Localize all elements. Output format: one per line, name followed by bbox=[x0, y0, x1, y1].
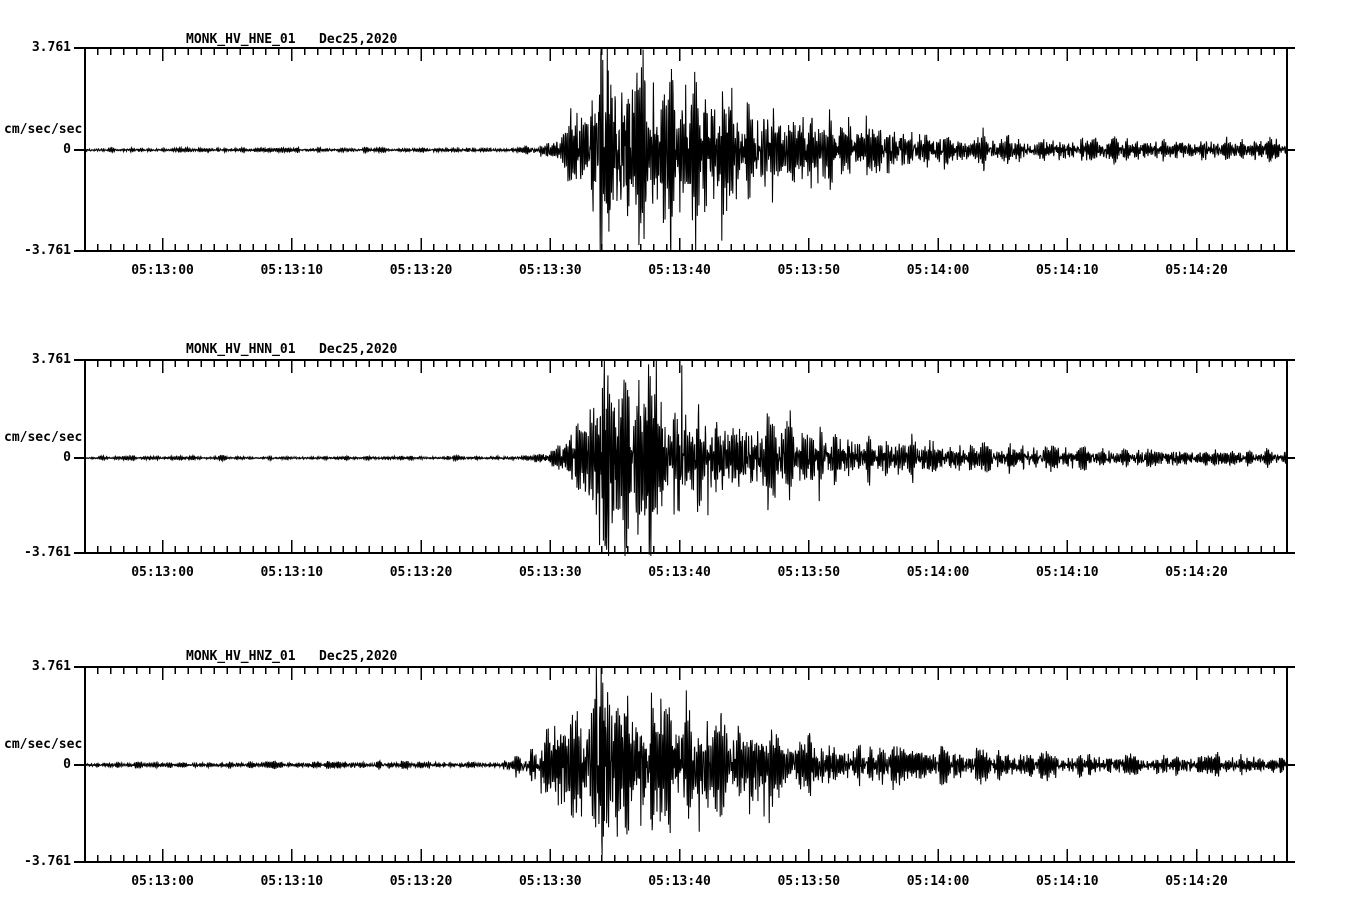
x-tick-label-hne-2: 05:13:20 bbox=[389, 263, 453, 278]
y-max-label-hnn: 3.761 bbox=[31, 352, 71, 367]
y-units-label-hnz: cm/sec/sec bbox=[4, 737, 83, 752]
x-tick-label-hnn-5: 05:13:50 bbox=[777, 565, 841, 580]
x-tick-label-hnz-1: 05:13:10 bbox=[260, 874, 324, 889]
waveform-trace-hnn bbox=[84, 359, 1288, 557]
x-tick-label-hnz-8: 05:14:20 bbox=[1165, 874, 1228, 889]
x-tick-label-hnn-2: 05:13:20 bbox=[389, 565, 453, 580]
panel-title-hnn: MONK_HV_HNN_01 Dec25,2020 bbox=[186, 343, 397, 356]
y-units-label-hnn: cm/sec/sec bbox=[4, 430, 83, 445]
x-tick-label-hnz-2: 05:13:20 bbox=[389, 874, 453, 889]
x-tick-label-hne-3: 05:13:30 bbox=[518, 263, 582, 278]
panel-date-label-hnz: Dec25,2020 bbox=[295, 649, 398, 664]
panel-date-label-hne: Dec25,2020 bbox=[295, 32, 398, 47]
x-tick-label-hne-1: 05:13:10 bbox=[260, 263, 324, 278]
panel-title-hne: MONK_HV_HNE_01 Dec25,2020 bbox=[186, 33, 397, 46]
x-tick-label-hnn-1: 05:13:10 bbox=[260, 565, 324, 580]
y-max-label-hnz: 3.761 bbox=[31, 659, 71, 674]
y-zero-label-hnz: 0 bbox=[63, 757, 71, 772]
x-tick-label-hnz-0: 05:13:00 bbox=[131, 874, 194, 889]
panel-date-label-hnn: Dec25,2020 bbox=[295, 342, 398, 357]
y-zero-label-hne: 0 bbox=[63, 142, 71, 157]
x-tick-label-hnn-8: 05:14:20 bbox=[1165, 565, 1228, 580]
x-tick-label-hne-0: 05:13:00 bbox=[131, 263, 194, 278]
y-min-label-hnz: -3.761 bbox=[24, 854, 71, 869]
x-tick-label-hne-4: 05:13:40 bbox=[648, 263, 711, 278]
x-tick-label-hnn-7: 05:14:10 bbox=[1035, 565, 1099, 580]
waveform-trace-hnz bbox=[84, 666, 1288, 856]
y-max-label-hne: 3.761 bbox=[31, 40, 71, 55]
x-tick-label-hnz-5: 05:13:50 bbox=[777, 874, 841, 889]
y-min-label-hne: -3.761 bbox=[24, 243, 71, 258]
y-min-label-hnn: -3.761 bbox=[24, 545, 71, 560]
x-tick-label-hne-7: 05:14:10 bbox=[1035, 263, 1099, 278]
x-tick-label-hnn-3: 05:13:30 bbox=[518, 565, 582, 580]
panel-title-hnz: MONK_HV_HNZ_01 Dec25,2020 bbox=[186, 650, 397, 663]
x-tick-label-hne-8: 05:14:20 bbox=[1165, 263, 1228, 278]
x-tick-label-hnn-6: 05:14:00 bbox=[906, 565, 970, 580]
y-units-label-hne: cm/sec/sec bbox=[4, 122, 83, 137]
x-tick-label-hne-6: 05:14:00 bbox=[906, 263, 970, 278]
waveform-trace-hne bbox=[84, 47, 1288, 253]
x-tick-label-hnn-4: 05:13:40 bbox=[648, 565, 711, 580]
y-zero-label-hnn: 0 bbox=[63, 450, 71, 465]
x-tick-label-hnn-0: 05:13:00 bbox=[131, 565, 194, 580]
panel-channel-label-hnz: MONK_HV_HNZ_01 bbox=[186, 649, 296, 664]
x-tick-label-hnz-4: 05:13:40 bbox=[648, 874, 711, 889]
x-tick-label-hnz-7: 05:14:10 bbox=[1035, 874, 1099, 889]
x-tick-label-hnz-6: 05:14:00 bbox=[906, 874, 970, 889]
x-tick-label-hnz-3: 05:13:30 bbox=[518, 874, 582, 889]
x-tick-label-hne-5: 05:13:50 bbox=[777, 263, 841, 278]
panel-channel-label-hne: MONK_HV_HNE_01 bbox=[186, 32, 296, 47]
panel-channel-label-hnn: MONK_HV_HNN_01 bbox=[186, 342, 296, 357]
